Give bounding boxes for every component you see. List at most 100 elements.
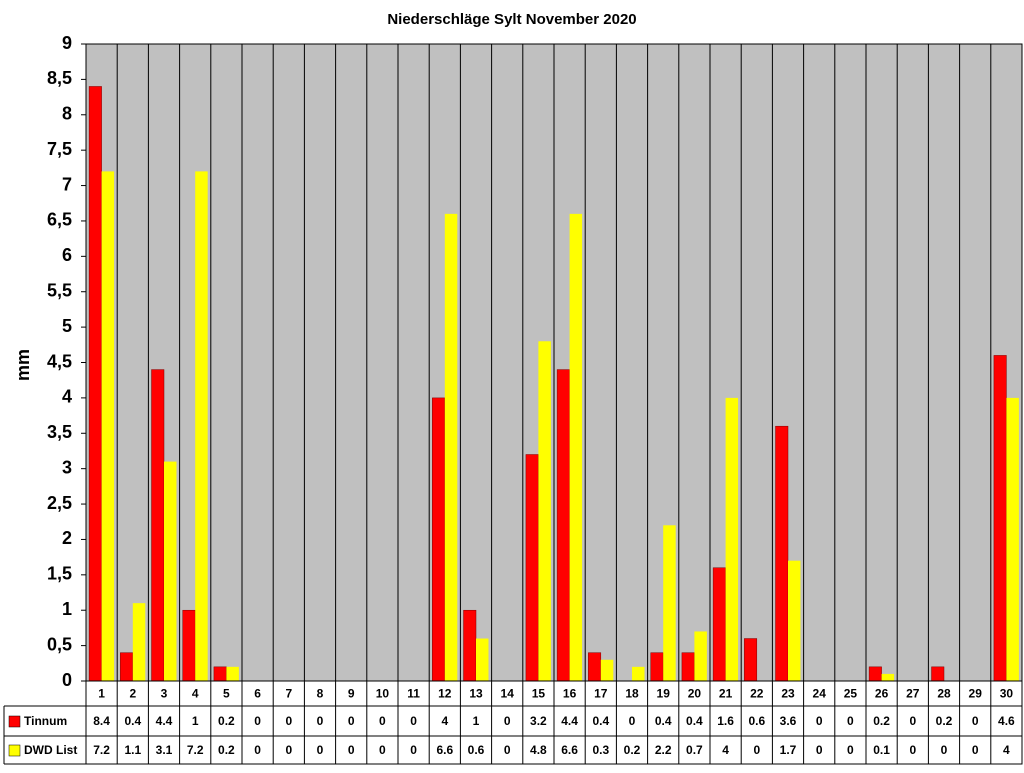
- x-tick-label: 27: [906, 687, 920, 701]
- y-tick-label: 1: [62, 599, 72, 619]
- bar: [120, 652, 134, 682]
- table-value: 6.6: [561, 743, 578, 757]
- bar: [931, 666, 945, 682]
- legend-swatch: [8, 715, 21, 728]
- table-value: 0: [941, 743, 948, 757]
- table-value: 0: [254, 714, 261, 728]
- x-tick-label: 20: [688, 687, 702, 701]
- table-value: 0: [317, 743, 324, 757]
- x-tick-label: 12: [438, 687, 452, 701]
- table-value: 0: [285, 743, 292, 757]
- table-value: 0.4: [686, 714, 703, 728]
- table-value: 0: [379, 714, 386, 728]
- x-tick-label: 25: [844, 687, 858, 701]
- x-tick-label: 30: [1000, 687, 1014, 701]
- table-value: 0.2: [873, 714, 890, 728]
- table-value: 0: [504, 714, 511, 728]
- bar: [213, 666, 227, 682]
- y-tick-label: 3: [62, 457, 72, 477]
- x-tick-label: 18: [625, 687, 639, 701]
- table-value: 7.2: [187, 743, 204, 757]
- table-value: 0.2: [624, 743, 641, 757]
- table-value: 0.2: [218, 743, 235, 757]
- x-tick-label: 7: [285, 687, 292, 701]
- table-value: 4.4: [561, 714, 578, 728]
- x-tick-label: 15: [532, 687, 546, 701]
- table-value: 0: [909, 714, 916, 728]
- x-tick-label: 13: [469, 687, 483, 701]
- bar: [681, 652, 695, 682]
- bar: [712, 567, 726, 682]
- table-value: 1.7: [780, 743, 797, 757]
- x-tick-label: 24: [813, 687, 827, 701]
- y-tick-label: 6,5: [47, 210, 72, 230]
- y-tick-label: 7,5: [47, 139, 72, 159]
- y-tick-label: 5: [62, 316, 72, 336]
- x-tick-label: 3: [161, 687, 168, 701]
- table-value: 0: [504, 743, 511, 757]
- x-tick-label: 16: [563, 687, 577, 701]
- x-tick-label: 23: [781, 687, 795, 701]
- table-value: 0.1: [873, 743, 890, 757]
- table-value: 0: [816, 714, 823, 728]
- bar: [556, 369, 570, 682]
- bar: [632, 666, 645, 681]
- x-tick-label: 28: [937, 687, 951, 701]
- table-value: 0: [410, 743, 417, 757]
- table-value: 3.6: [780, 714, 797, 728]
- x-tick-label: 6: [254, 687, 261, 701]
- y-tick-label: 2: [62, 528, 72, 548]
- table-value: 4: [441, 714, 448, 728]
- x-tick-label: 10: [376, 687, 390, 701]
- table-value: 0: [972, 743, 979, 757]
- x-tick-label: 5: [223, 687, 230, 701]
- table-value: 0: [254, 743, 261, 757]
- table-value: 1: [473, 714, 480, 728]
- legend-label: DWD List: [24, 743, 77, 757]
- bar: [744, 638, 758, 682]
- table-value: 3.1: [156, 743, 173, 757]
- table-value: 8.4: [93, 714, 110, 728]
- x-tick-label: 17: [594, 687, 608, 701]
- x-tick-label: 8: [317, 687, 324, 701]
- table-value: 0.7: [686, 743, 703, 757]
- x-tick-label: 26: [875, 687, 889, 701]
- y-tick-label: 9: [62, 33, 72, 53]
- chart-title: Niederschläge Sylt November 2020: [387, 11, 636, 28]
- x-tick-label: 4: [192, 687, 199, 701]
- table-value: 4.4: [156, 714, 173, 728]
- y-tick-label: 1,5: [47, 564, 72, 584]
- table-value: 0: [410, 714, 417, 728]
- y-tick-label: 0,5: [47, 634, 72, 654]
- y-tick-label: 2,5: [47, 493, 72, 513]
- y-tick-label: 6: [62, 245, 72, 265]
- bar: [226, 666, 239, 681]
- bar: [88, 86, 102, 682]
- bar: [588, 652, 602, 682]
- bar: [881, 673, 895, 681]
- table-value: 0.4: [655, 714, 672, 728]
- table-value: 0: [317, 714, 324, 728]
- table-value: 0.6: [468, 743, 485, 757]
- table-value: 1.1: [124, 743, 141, 757]
- bar: [432, 397, 446, 682]
- table-value: 0: [847, 714, 854, 728]
- x-tick-label: 2: [129, 687, 136, 701]
- bar: [775, 425, 789, 682]
- table-value: 4: [722, 743, 729, 757]
- table-value: 0.4: [124, 714, 141, 728]
- bar: [868, 666, 882, 682]
- table-value: 0: [816, 743, 823, 757]
- table-value: 0.2: [218, 714, 235, 728]
- bar: [195, 171, 208, 681]
- table-value: 4: [1003, 743, 1010, 757]
- bar: [151, 369, 165, 682]
- bar: [650, 652, 664, 682]
- bar: [476, 638, 489, 681]
- y-tick-label: 5,5: [47, 280, 72, 300]
- bar: [993, 355, 1007, 682]
- y-tick-label: 7: [62, 174, 72, 194]
- table-value: 0: [847, 743, 854, 757]
- bar: [182, 609, 196, 682]
